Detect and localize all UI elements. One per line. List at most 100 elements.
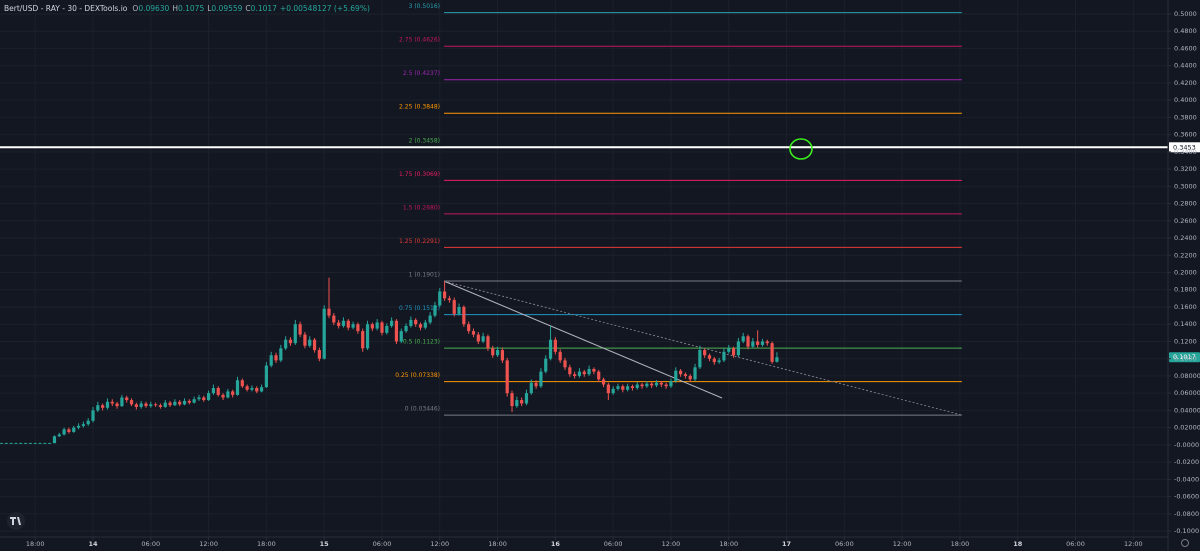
candle-body	[741, 336, 745, 342]
candle-body	[664, 384, 668, 387]
candle-body	[76, 425, 81, 428]
candle-body	[182, 400, 187, 405]
candle-body	[14, 443, 18, 444]
candle-body	[346, 320, 350, 328]
candle-body	[548, 339, 553, 359]
candle-body	[452, 300, 456, 314]
y-tick-label: 0.4800	[1174, 27, 1197, 35]
x-tick-label: 12:00	[199, 540, 218, 548]
candle-body	[654, 382, 659, 386]
candle-body	[211, 387, 216, 394]
candle-body	[96, 405, 100, 411]
candle-body	[134, 404, 138, 407]
fib-level-label: 1 (0.1901)	[409, 272, 440, 279]
candle-body	[756, 341, 760, 345]
candle-body	[707, 355, 712, 359]
candle-body	[442, 291, 447, 299]
x-tick-label: 16	[551, 540, 561, 548]
candle-body	[149, 404, 153, 407]
x-tick-label: 06:00	[141, 540, 160, 548]
y-tick-label: 0.2600	[1174, 217, 1197, 225]
candle-body	[19, 443, 23, 444]
candle-body	[544, 358, 548, 372]
candle-body	[712, 358, 716, 363]
circle-annotation	[789, 138, 813, 160]
candle-body	[38, 443, 42, 444]
symbol-title: Bert/USD - RAY - 30 - DEXTools.io	[4, 4, 128, 13]
candle-body	[81, 424, 85, 426]
candle-body	[467, 324, 471, 332]
x-tick-label: 06:00	[373, 540, 392, 548]
candle-body	[601, 379, 606, 385]
fib-level-label: 0 (0.03446)	[405, 406, 440, 413]
candle-body	[62, 429, 66, 435]
candle-body	[611, 388, 615, 394]
candle-body	[630, 386, 635, 388]
candle-body	[197, 397, 201, 400]
candle-body	[414, 319, 418, 325]
fib-level-label: 0.75 (0.1512)	[399, 305, 440, 312]
candle-body	[303, 334, 307, 346]
candle-body	[394, 320, 399, 342]
candle-body	[86, 420, 90, 425]
y-tick-label: 0.04000	[1174, 406, 1200, 414]
readout-change: +0.00548127 (+5.69%)	[280, 4, 370, 13]
candle-body	[577, 371, 582, 376]
candle-body	[703, 350, 707, 356]
y-tick-label: -0.0400	[1174, 475, 1199, 483]
candle-body	[139, 403, 143, 407]
candle-body	[423, 322, 427, 328]
candle-body	[717, 360, 721, 363]
candle-body	[746, 336, 750, 347]
y-tick-label: -0.0000	[1174, 441, 1199, 449]
candle-body	[524, 393, 529, 404]
candle-body	[245, 386, 249, 390]
candle-body	[279, 348, 283, 361]
candle-body	[52, 436, 57, 444]
candle-body	[298, 324, 302, 335]
candle-body	[731, 348, 736, 356]
x-tick-label: 18:00	[26, 540, 45, 548]
fib-level-label: 2.25 (0.3848)	[399, 104, 440, 111]
candle-body	[770, 343, 774, 362]
candle-body	[206, 393, 211, 401]
candle-body	[158, 405, 163, 407]
y-tick-label: -0.0600	[1174, 493, 1199, 501]
candle-body	[9, 443, 13, 444]
x-tick-label: 12:00	[893, 540, 912, 548]
trendline	[443, 280, 962, 416]
candle-body	[312, 339, 317, 351]
readout-key: L	[207, 4, 212, 13]
candle-body	[457, 306, 461, 314]
y-tick-label: 0.06000	[1174, 389, 1200, 397]
candle-body	[529, 382, 533, 394]
candle-body	[308, 339, 312, 346]
tradingview-logo	[7, 512, 25, 530]
settings-icon[interactable]	[1181, 539, 1189, 547]
candle-body	[332, 315, 336, 323]
candle-body	[48, 443, 52, 444]
candle-body	[288, 339, 293, 344]
y-tick-label: 0.1000	[1174, 355, 1197, 363]
x-tick-label: 18:00	[719, 540, 738, 548]
candle-body	[370, 324, 374, 329]
candle-body	[505, 360, 509, 394]
y-tick-label: -0.0800	[1174, 510, 1199, 518]
fib-level-label: 0.5 (0.1123)	[403, 339, 440, 346]
logo-bg	[7, 512, 25, 530]
price-line-label: 0.3453	[1173, 143, 1196, 151]
candle-body	[587, 369, 591, 375]
y-tick-label: 0.2400	[1174, 234, 1197, 242]
candle-body	[553, 339, 557, 352]
candle-body	[404, 325, 408, 332]
candle-body	[621, 386, 625, 390]
candle-body	[645, 383, 649, 387]
candle-body	[365, 324, 370, 349]
y-tick-label: 0.4200	[1174, 79, 1197, 87]
candle-body	[43, 443, 47, 444]
candle-body	[722, 351, 726, 361]
y-tick-label: 0.1200	[1174, 337, 1197, 345]
candle-body	[751, 341, 755, 347]
candle-body	[399, 331, 403, 342]
